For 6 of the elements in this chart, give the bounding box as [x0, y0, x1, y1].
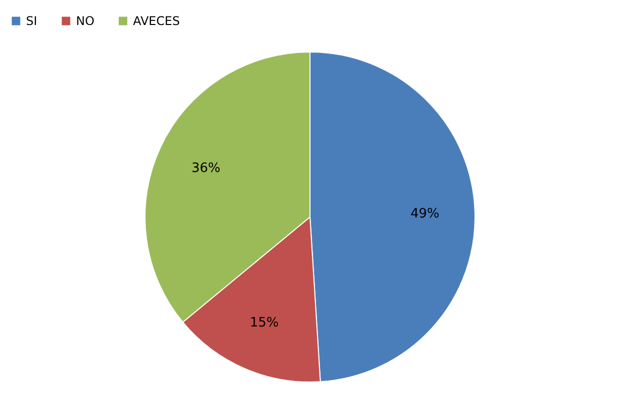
legend-label: NO — [76, 14, 94, 28]
legend-label: SI — [26, 14, 38, 28]
legend-label: AVECES — [133, 14, 180, 28]
data-label: 49% — [410, 206, 440, 222]
data-label: 36% — [191, 161, 220, 176]
data-label: 15% — [250, 316, 279, 331]
